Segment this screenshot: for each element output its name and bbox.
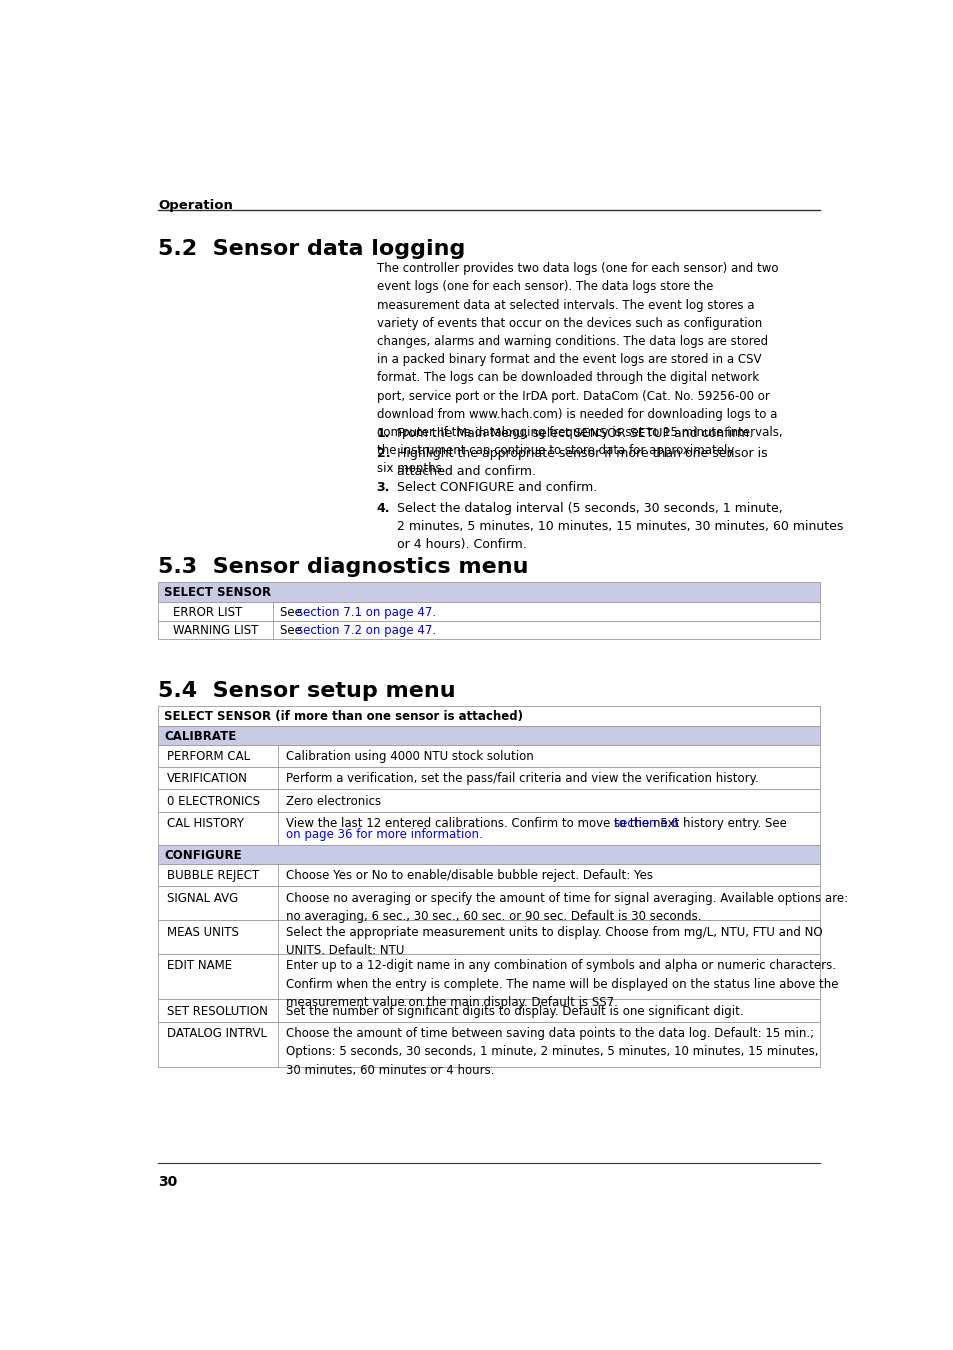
Text: 5.3  Sensor diagnostics menu: 5.3 Sensor diagnostics menu xyxy=(158,558,528,578)
Bar xyxy=(158,767,819,790)
Bar xyxy=(158,811,819,845)
Text: Enter up to a 12-digit name in any combination of symbols and alpha or numeric c: Enter up to a 12-digit name in any combi… xyxy=(286,960,838,1008)
Text: DATALOG INTRVL: DATALOG INTRVL xyxy=(167,1027,267,1040)
Text: section 7.1 on page 47.: section 7.1 on page 47. xyxy=(297,606,436,618)
Text: Zero electronics: Zero electronics xyxy=(286,795,380,807)
Text: CAL HISTORY: CAL HISTORY xyxy=(167,817,244,830)
Text: BUBBLE REJECT: BUBBLE REJECT xyxy=(167,869,259,883)
Bar xyxy=(158,602,819,621)
Text: Select the datalog interval (5 seconds, 30 seconds, 1 minute,
2 minutes, 5 minut: Select the datalog interval (5 seconds, … xyxy=(396,502,842,551)
Text: See: See xyxy=(280,625,306,637)
Bar xyxy=(158,921,819,954)
Text: The controller provides two data logs (one for each sensor) and two
event logs (: The controller provides two data logs (o… xyxy=(376,262,781,475)
Text: PERFORM CAL: PERFORM CAL xyxy=(167,751,250,763)
Text: View the last 12 entered calibrations. Confirm to move to the next history entry: View the last 12 entered calibrations. C… xyxy=(286,817,790,830)
Bar xyxy=(158,886,819,921)
Bar xyxy=(158,726,819,745)
Text: 1.: 1. xyxy=(376,427,390,440)
Bar xyxy=(158,845,819,864)
Text: section 7.2 on page 47.: section 7.2 on page 47. xyxy=(297,625,436,637)
Text: ERROR LIST: ERROR LIST xyxy=(173,606,242,618)
Text: 4.: 4. xyxy=(376,502,390,514)
Bar xyxy=(158,745,819,767)
Text: on page 36 for more information.: on page 36 for more information. xyxy=(286,829,482,841)
Text: Calibration using 4000 NTU stock solution: Calibration using 4000 NTU stock solutio… xyxy=(286,751,533,763)
Text: Set the number of significant digits to display. Default is one significant digi: Set the number of significant digits to … xyxy=(286,1004,742,1018)
Text: 2.: 2. xyxy=(376,447,390,460)
Text: CALIBRATE: CALIBRATE xyxy=(164,730,236,742)
Bar xyxy=(158,582,819,602)
Bar xyxy=(158,999,819,1022)
Text: Highlight the appropriate sensor if more than one sensor is
attached and confirm: Highlight the appropriate sensor if more… xyxy=(396,447,766,478)
Text: 5.2  Sensor data logging: 5.2 Sensor data logging xyxy=(158,239,465,259)
Text: SELECT SENSOR: SELECT SENSOR xyxy=(164,586,271,599)
Bar xyxy=(158,864,819,886)
Text: Operation: Operation xyxy=(158,198,233,212)
Text: WARNING LIST: WARNING LIST xyxy=(173,625,258,637)
Text: MEAS UNITS: MEAS UNITS xyxy=(167,926,239,938)
Text: 5.4  Sensor setup menu: 5.4 Sensor setup menu xyxy=(158,682,456,702)
Text: section 5.6: section 5.6 xyxy=(614,817,679,830)
Text: 0 ELECTRONICS: 0 ELECTRONICS xyxy=(167,795,260,807)
Text: 3.: 3. xyxy=(376,482,390,494)
Text: SET RESOLUTION: SET RESOLUTION xyxy=(167,1004,268,1018)
Text: Choose the amount of time between saving data points to the data log. Default: 1: Choose the amount of time between saving… xyxy=(286,1027,818,1076)
Text: See: See xyxy=(280,606,306,618)
Bar xyxy=(158,790,819,811)
Text: Select CONFIGURE and confirm.: Select CONFIGURE and confirm. xyxy=(396,482,597,494)
Text: CONFIGURE: CONFIGURE xyxy=(164,849,241,863)
Text: Choose Yes or No to enable/disable bubble reject. Default: Yes: Choose Yes or No to enable/disable bubbl… xyxy=(286,869,652,883)
Text: VERIFICATION: VERIFICATION xyxy=(167,772,248,786)
Bar xyxy=(158,1022,819,1068)
Text: SELECT SENSOR (if more than one sensor is attached): SELECT SENSOR (if more than one sensor i… xyxy=(164,710,522,722)
Text: Choose no averaging or specify the amount of time for signal averaging. Availabl: Choose no averaging or specify the amoun… xyxy=(286,891,847,923)
Bar xyxy=(158,706,819,726)
Text: Perform a verification, set the pass/fail criteria and view the verification his: Perform a verification, set the pass/fai… xyxy=(286,772,758,786)
Text: 30: 30 xyxy=(158,1174,177,1188)
Text: SIGNAL AVG: SIGNAL AVG xyxy=(167,891,238,904)
Bar xyxy=(158,621,819,639)
Text: Select the appropriate measurement units to display. Choose from mg/L, NTU, FTU : Select the appropriate measurement units… xyxy=(286,926,821,957)
Text: EDIT NAME: EDIT NAME xyxy=(167,960,233,972)
Bar xyxy=(158,954,819,999)
Text: From the Main Menu, select SENSOR SETUP and confirm.: From the Main Menu, select SENSOR SETUP … xyxy=(396,427,752,440)
